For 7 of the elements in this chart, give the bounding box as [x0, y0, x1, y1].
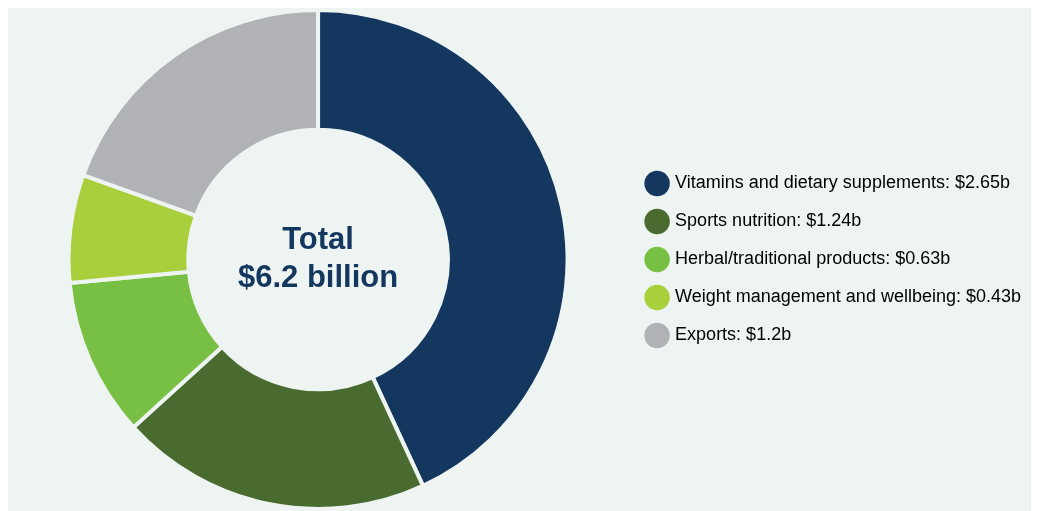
legend-label: Sports nutrition: $1.24b	[675, 210, 862, 231]
legend-label: Vitamins and dietary supplements: $2.65b	[675, 172, 1010, 193]
legend-label: Exports: $1.2b	[675, 324, 792, 345]
text: $6.2 billion	[237, 259, 399, 295]
legend-label: Weight management and wellbeing: $0.43b	[675, 286, 1021, 307]
text: Total	[282, 221, 354, 257]
legend-label: Herbal/traditional products: $0.63b	[675, 248, 951, 269]
